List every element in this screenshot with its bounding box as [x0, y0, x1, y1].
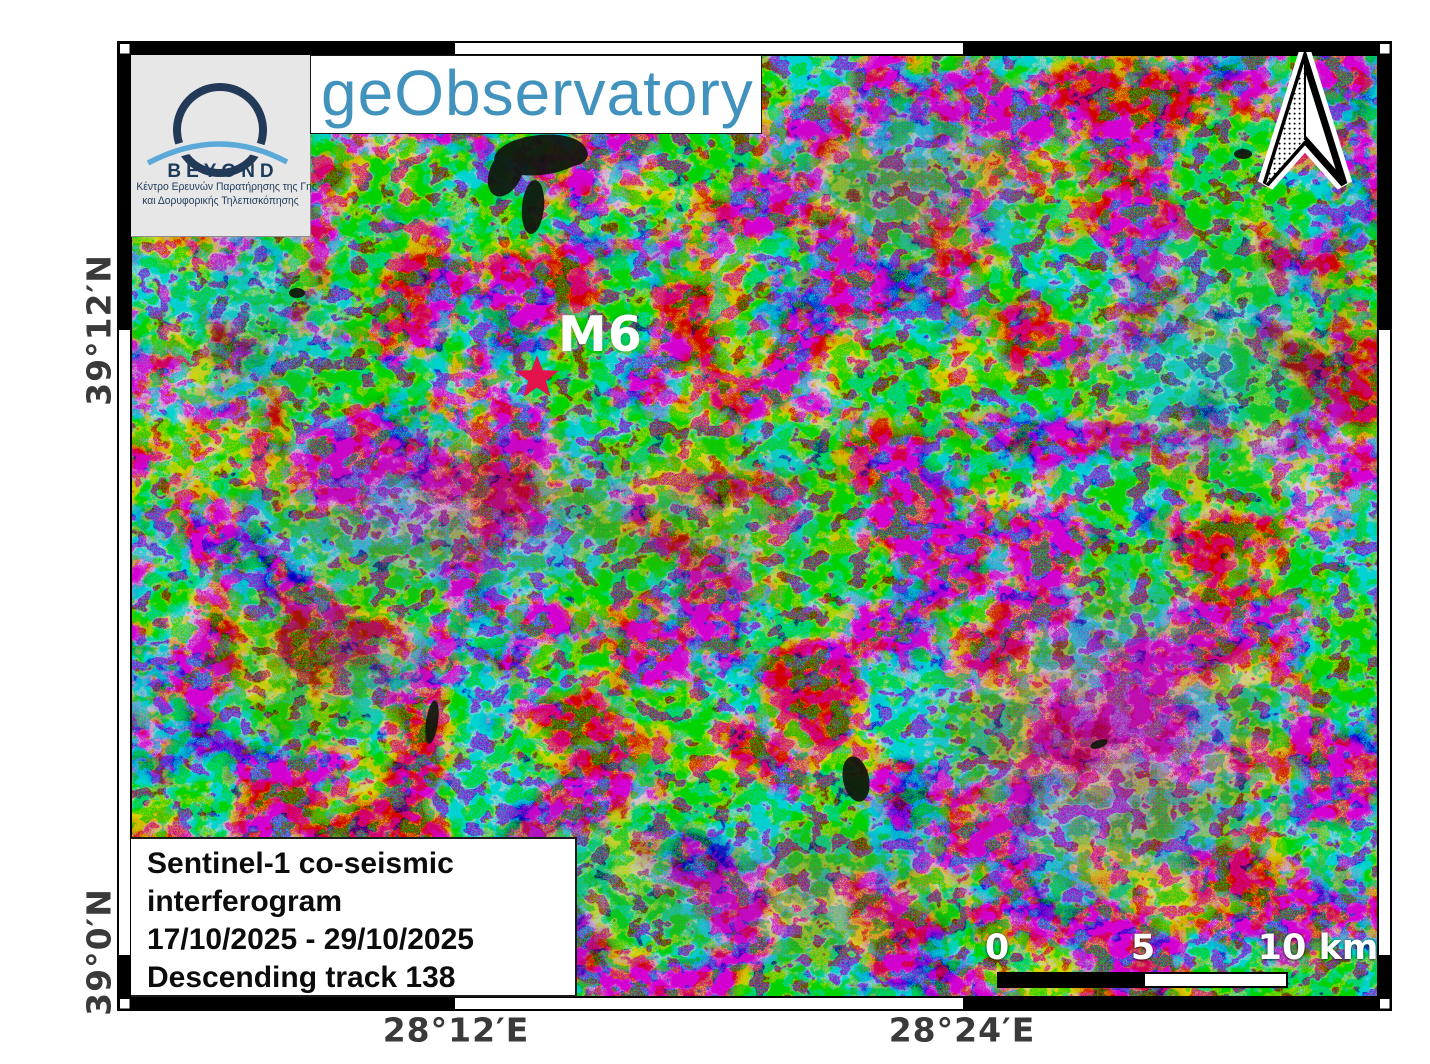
geobservatory-logo: geObservatory — [310, 55, 762, 134]
scalebar — [997, 972, 1288, 988]
scalebar-tick-5: 5 — [1130, 928, 1156, 968]
longitude-label-left: 28°12′E — [382, 1010, 530, 1050]
annotation-line-3: 17/10/2025 - 29/10/2025 — [147, 923, 474, 956]
longitude-label-right: 28°24′E — [888, 1010, 1036, 1050]
north-arrow-icon — [1258, 52, 1353, 190]
geobservatory-wordmark: geObservatory — [321, 57, 754, 129]
beyond-ring-icon — [144, 83, 291, 177]
annotation-line-4: Descending track 138 — [147, 961, 456, 994]
annotation-line-1: Sentinel-1 co-seismic — [147, 847, 454, 880]
scalebar-black-segment — [999, 974, 1145, 986]
map-annotation-box: Sentinel-1 co-seismic interferogram 17/1… — [131, 837, 577, 997]
beyond-tagline-1: Κέντρο Ερευνών Παρατήρησης της Γης — [136, 181, 317, 193]
beyond-tagline-2: και Δορυφορικής Τηλεπισκόπησης — [142, 195, 299, 207]
latitude-label-lower: 39°0′N — [79, 888, 119, 1016]
epicenter-magnitude-label: M6 — [558, 306, 643, 363]
latitude-label-upper: 39°12′N — [79, 254, 119, 406]
annotation-line-2: interferogram — [147, 885, 343, 918]
water-bodies — [289, 134, 1252, 802]
scalebar-tick-0: 0 — [984, 928, 1010, 968]
beyond-logo: BEYOND Κέντρο Ερευνών Παρατήρησης της Γη… — [131, 55, 317, 237]
epicenter-star-icon — [515, 355, 559, 397]
scalebar-tick-10km: 10 km — [1257, 928, 1379, 968]
beyond-wordmark: BEYOND — [167, 161, 279, 182]
